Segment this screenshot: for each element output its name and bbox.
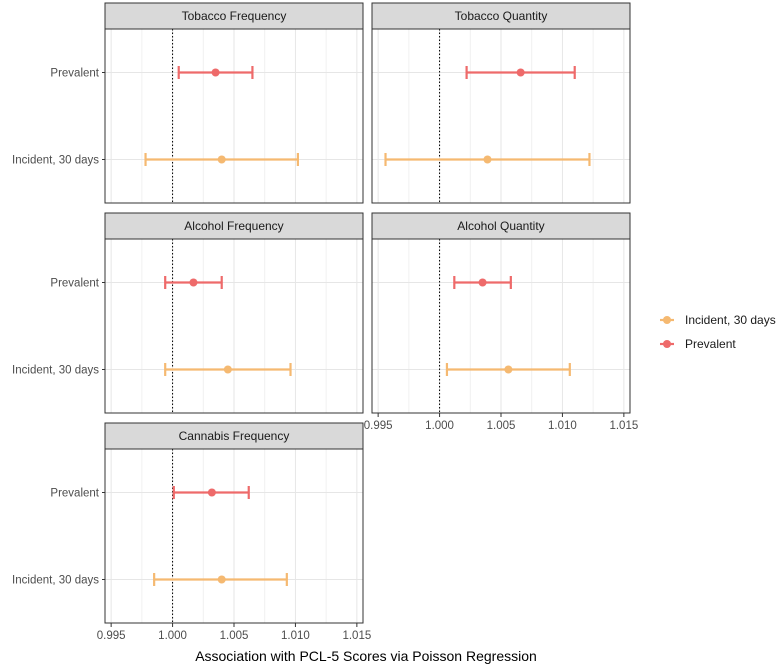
facet-strip-title: Cannabis Frequency <box>179 429 290 443</box>
point-estimate <box>189 278 198 287</box>
facet-strip-title: Tobacco Quantity <box>455 9 548 23</box>
x-tick-label: 1.015 <box>342 630 371 642</box>
y-tick-label: Incident, 30 days <box>12 575 99 587</box>
y-tick-label: Incident, 30 days <box>12 365 99 377</box>
legend: Incident, 30 days Prevalent <box>660 313 776 351</box>
x-tick-label: 1.015 <box>609 420 638 432</box>
y-tick-label: Prevalent <box>50 488 99 500</box>
facet-strip-title: Tobacco Frequency <box>182 9 287 23</box>
x-tick-label: 1.005 <box>220 630 249 642</box>
x-axis-title: Association with PCL-5 Scores via Poisso… <box>195 648 537 664</box>
point-estimate <box>217 575 226 584</box>
y-tick-label: Incident, 30 days <box>12 155 99 167</box>
legend-label: Prevalent <box>685 337 736 351</box>
facet-strip <box>104 212 364 240</box>
legend-key-point <box>663 316 671 324</box>
facet-panel: Tobacco Quantity <box>371 2 631 204</box>
panel-border <box>371 28 631 204</box>
point-estimate <box>483 155 492 164</box>
point-estimate <box>207 488 216 497</box>
point-estimate <box>211 68 220 77</box>
facet-strip <box>371 212 631 240</box>
facet-strip-title: Alcohol Frequency <box>184 219 283 233</box>
point-estimate <box>223 365 232 374</box>
facet-panel: Tobacco Frequency Prevalent Incident, 30 d… <box>12 2 364 204</box>
x-tick-label: 0.995 <box>97 630 126 642</box>
panel-border <box>104 238 364 414</box>
facet-panel: Alcohol Frequency Prevalent Incident, 30 d… <box>12 212 364 414</box>
facet-strip <box>104 2 364 30</box>
x-tick-label: 1.000 <box>425 420 454 432</box>
panel-border <box>104 28 364 204</box>
x-tick-label: 1.010 <box>281 630 310 642</box>
facet-strip <box>371 2 631 30</box>
point-estimate <box>516 68 525 77</box>
y-tick-label: Prevalent <box>50 278 99 290</box>
facet-strip <box>104 422 364 450</box>
x-tick-label: 1.010 <box>548 420 577 432</box>
y-tick-label: Prevalent <box>50 68 99 80</box>
x-axis: 0.995 1.000 1.005 1.010 1.015 <box>97 623 371 642</box>
facet-strip-title: Alcohol Quantity <box>457 219 544 233</box>
point-estimate <box>478 278 487 287</box>
x-axis: 0.995 1.000 1.005 1.010 1.015 <box>364 413 638 432</box>
facet-panel: Cannabis Frequency Prevalent Incident, 30 … <box>12 422 364 624</box>
x-tick-label: 1.000 <box>158 630 187 642</box>
point-estimate <box>504 365 513 374</box>
x-tick-label: 0.995 <box>364 420 393 432</box>
point-estimate <box>217 155 226 164</box>
legend-label: Incident, 30 days <box>685 313 776 327</box>
x-axes: 0.995 1.000 1.005 1.010 1.015 0.995 1.000 1.005… <box>97 413 638 642</box>
facet-panel: Alcohol Quantity <box>371 212 631 414</box>
x-tick-label: 1.005 <box>487 420 516 432</box>
legend-key-point <box>663 340 671 348</box>
facet-panels: Tobacco Frequency Prevalent Incident, 30 d… <box>12 2 631 624</box>
